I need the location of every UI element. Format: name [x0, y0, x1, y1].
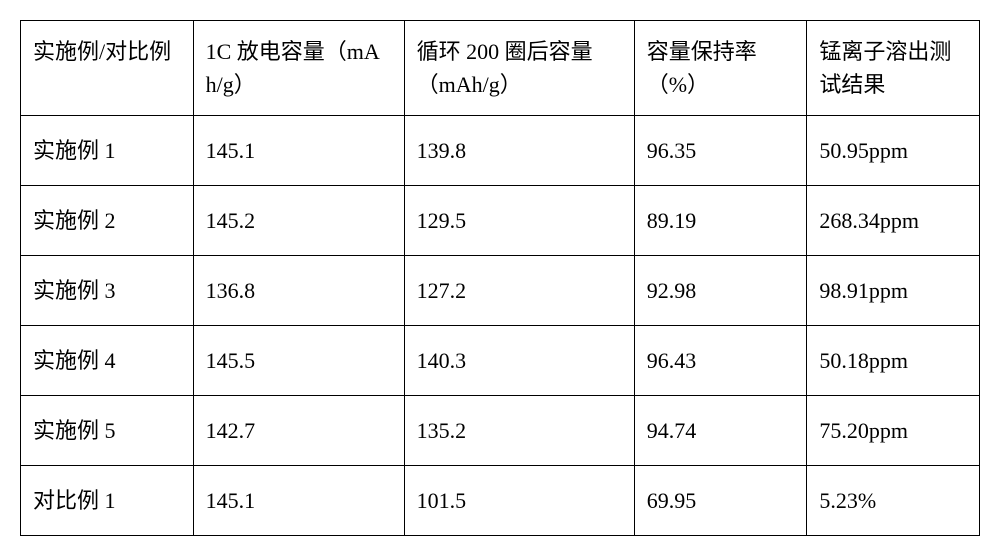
- cell: 实施例 2: [21, 186, 194, 256]
- cell: 实施例 3: [21, 256, 194, 326]
- cell: 142.7: [193, 396, 404, 466]
- cell: 96.35: [634, 116, 807, 186]
- cell: 268.34ppm: [807, 186, 980, 256]
- cell: 129.5: [404, 186, 634, 256]
- cell: 94.74: [634, 396, 807, 466]
- col-header: 锰离子溶出测试结果: [807, 21, 980, 116]
- cell: 50.18ppm: [807, 326, 980, 396]
- cell: 145.2: [193, 186, 404, 256]
- cell: 127.2: [404, 256, 634, 326]
- cell: 135.2: [404, 396, 634, 466]
- table-row: 实施例 3 136.8 127.2 92.98 98.91ppm: [21, 256, 980, 326]
- cell: 实施例 5: [21, 396, 194, 466]
- cell: 89.19: [634, 186, 807, 256]
- col-header: 循环 200 圈后容量（mAh/g）: [404, 21, 634, 116]
- cell: 实施例 4: [21, 326, 194, 396]
- table-row: 实施例 1 145.1 139.8 96.35 50.95ppm: [21, 116, 980, 186]
- col-header: 实施例/对比例: [21, 21, 194, 116]
- col-header: 1C 放电容量（mAh/g）: [193, 21, 404, 116]
- cell: 140.3: [404, 326, 634, 396]
- cell: 96.43: [634, 326, 807, 396]
- cell: 145.5: [193, 326, 404, 396]
- cell: 92.98: [634, 256, 807, 326]
- cell: 101.5: [404, 466, 634, 536]
- cell: 69.95: [634, 466, 807, 536]
- table-row: 对比例 1 145.1 101.5 69.95 5.23%: [21, 466, 980, 536]
- cell: 对比例 1: [21, 466, 194, 536]
- cell: 98.91ppm: [807, 256, 980, 326]
- table-row: 实施例 4 145.5 140.3 96.43 50.18ppm: [21, 326, 980, 396]
- cell: 5.23%: [807, 466, 980, 536]
- table-header-row: 实施例/对比例 1C 放电容量（mAh/g） 循环 200 圈后容量（mAh/g…: [21, 21, 980, 116]
- cell: 50.95ppm: [807, 116, 980, 186]
- data-table: 实施例/对比例 1C 放电容量（mAh/g） 循环 200 圈后容量（mAh/g…: [20, 20, 980, 536]
- cell: 145.1: [193, 116, 404, 186]
- col-header: 容量保持率（%）: [634, 21, 807, 116]
- table-row: 实施例 5 142.7 135.2 94.74 75.20ppm: [21, 396, 980, 466]
- table-row: 实施例 2 145.2 129.5 89.19 268.34ppm: [21, 186, 980, 256]
- cell: 136.8: [193, 256, 404, 326]
- cell: 75.20ppm: [807, 396, 980, 466]
- cell: 145.1: [193, 466, 404, 536]
- cell: 139.8: [404, 116, 634, 186]
- cell: 实施例 1: [21, 116, 194, 186]
